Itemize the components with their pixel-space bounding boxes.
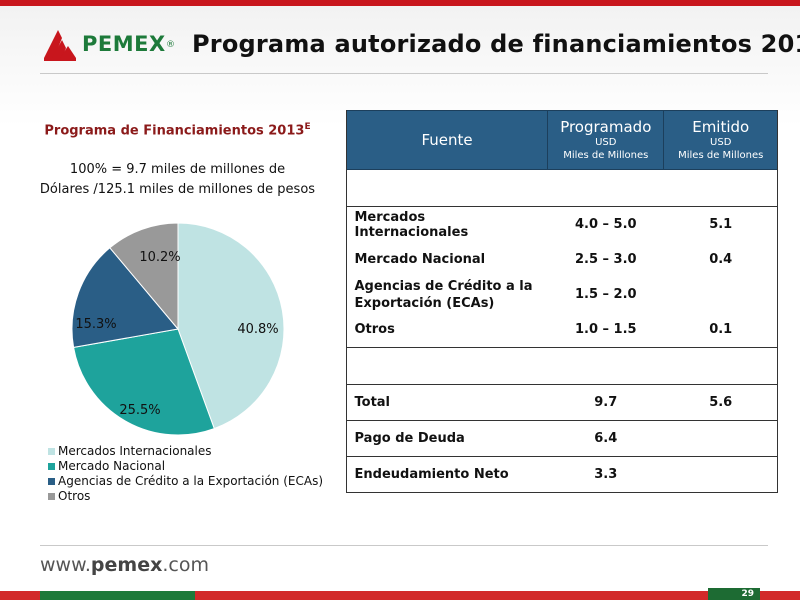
header-background	[0, 6, 800, 126]
legend-label: Otros	[58, 489, 91, 503]
cell-fuente: Mercados Internacionales	[354, 209, 469, 240]
pie-slice-1	[73, 328, 215, 436]
cell-emitido: 0.1	[663, 312, 778, 348]
chart-title-superscript: E	[304, 122, 311, 132]
cell-programado: 6.4	[547, 420, 664, 457]
header-emitido: Emitido USD Miles de Millones	[663, 110, 778, 170]
cell-programado: 1.0 – 1.5	[547, 312, 664, 348]
table-row: Mercado Nacional 2.5 – 3.0 0.4	[347, 242, 778, 277]
table-header-row: Fuente Programado USD Miles de Millones …	[345, 110, 778, 170]
financing-table: Fuente Programado USD Miles de Millones …	[345, 110, 778, 493]
cell-emitido	[663, 456, 778, 493]
chart-legend: Mercados Internacionales Mercado Nacional…	[48, 444, 323, 504]
footer-url[interactable]: www.pemex.com	[40, 554, 209, 576]
header-programado: Programado USD Miles de Millones	[547, 110, 665, 170]
cell-fuente: Total	[346, 384, 548, 421]
legend-item: Otros	[48, 489, 323, 504]
page-number: 29	[708, 588, 760, 600]
cell-emitido: 5.6	[663, 384, 778, 421]
cell-fuente: Pago de Deuda	[346, 420, 548, 457]
table-row: Mercados Internacionales 4.0 – 5.0 5.1	[347, 207, 778, 243]
legend-swatch	[48, 448, 55, 455]
bottom-green-bar	[40, 591, 195, 600]
cell-fuente: Endeudamiento Neto	[346, 456, 548, 493]
cell-emitido: 0.4	[709, 252, 733, 267]
table-row-spacer	[346, 169, 778, 207]
table-row-endeudamiento: Endeudamiento Neto 3.3	[346, 456, 778, 493]
pemex-logo: PEMEX ®	[42, 28, 182, 64]
cell-programado: 3.3	[547, 456, 664, 493]
logo-registered-mark: ®	[166, 40, 175, 50]
legend-swatch	[48, 478, 55, 485]
cell-emitido: 5.1	[709, 217, 733, 232]
cell-fuente: Agencias de Crédito a la Exportación (EC…	[354, 278, 533, 311]
pie-data-label: 40.8%	[237, 322, 278, 337]
chart-title: Programa de Financiamientos 2013E	[44, 122, 311, 139]
table-row-spacer	[346, 347, 778, 385]
cell-emitido	[664, 277, 778, 312]
table-row: Agencias de Crédito a la Exportación (EC…	[347, 277, 778, 312]
chart-subtitle-line1: 100% = 9.7 miles de millones de	[69, 162, 286, 177]
bottom-accent-bar	[0, 591, 800, 600]
pemex-eagle-icon	[44, 30, 76, 61]
footer-divider	[40, 545, 768, 546]
table-row: Otros 1.0 – 1.5 0.1	[346, 312, 778, 348]
legend-item: Mercado Nacional	[48, 459, 323, 474]
pie-data-label: 25.5%	[119, 403, 160, 418]
page-title: Programa autorizado de financiamientos 2…	[192, 30, 800, 58]
pie-chart: 40.8% 25.5% 15.3% 10.2%	[71, 222, 285, 436]
chart-subtitle-line2: Dólares /125.1 miles de millones de peso…	[39, 182, 316, 197]
legend-swatch	[48, 493, 55, 500]
pie-slice-2	[71, 247, 179, 348]
legend-label: Mercado Nacional	[58, 459, 166, 473]
cell-programado: 4.0 – 5.0	[574, 217, 637, 232]
cell-fuente: Otros	[346, 312, 548, 348]
cell-programado: 1.5 – 2.0	[574, 287, 637, 302]
cell-programado: 9.7	[547, 384, 664, 421]
title-divider	[40, 73, 768, 74]
legend-swatch	[48, 463, 55, 470]
pie-data-label: 15.3%	[75, 317, 116, 332]
header-fuente: Fuente	[345, 110, 549, 170]
legend-item: Agencias de Crédito a la Exportación (EC…	[48, 474, 323, 489]
chart-subtitle: 100% = 9.7 miles de millones de Dólares …	[20, 160, 335, 200]
cell-programado: 2.5 – 3.0	[574, 252, 637, 267]
pie-data-label: 10.2%	[139, 250, 180, 265]
pie-slice-3	[109, 222, 179, 331]
logo-text: PEMEX	[82, 32, 166, 56]
cell-fuente: Mercado Nacional	[354, 252, 486, 267]
legend-item: Mercados Internacionales	[48, 444, 323, 459]
table-row-total: Total 9.7 5.6	[346, 384, 778, 421]
pie-slice-0	[177, 222, 285, 430]
table-row-pago-deuda: Pago de Deuda 6.4	[346, 420, 778, 457]
cell-emitido	[663, 420, 778, 457]
legend-label: Agencias de Crédito a la Exportación (EC…	[58, 474, 324, 488]
legend-label: Mercados Internacionales	[58, 444, 212, 458]
top-accent-bar	[0, 0, 800, 6]
